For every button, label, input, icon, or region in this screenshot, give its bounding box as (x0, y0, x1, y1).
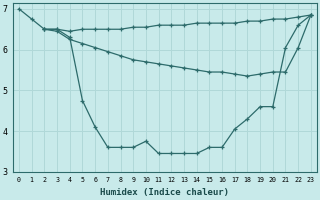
X-axis label: Humidex (Indice chaleur): Humidex (Indice chaleur) (100, 188, 229, 197)
